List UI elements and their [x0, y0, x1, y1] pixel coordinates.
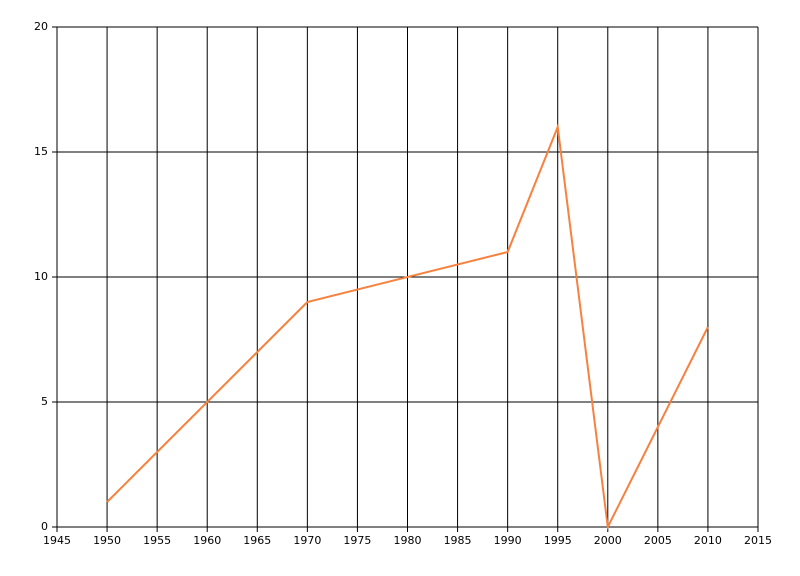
x-tick-label: 2000 — [594, 534, 622, 547]
x-tick-label: 1960 — [193, 534, 221, 547]
x-tick-label: 1950 — [93, 534, 121, 547]
y-tick-label: 0 — [41, 520, 48, 533]
x-tick-label: 1965 — [243, 534, 271, 547]
x-tick-label: 2010 — [694, 534, 722, 547]
x-tick-label: 1990 — [494, 534, 522, 547]
x-tick-label: 1970 — [293, 534, 321, 547]
x-tick-label: 2015 — [744, 534, 772, 547]
x-tick-label: 1995 — [544, 534, 572, 547]
x-tick-label: 2005 — [644, 534, 672, 547]
x-tick-label: 1975 — [343, 534, 371, 547]
y-tick-label: 15 — [34, 145, 48, 158]
x-tick-label: 1945 — [43, 534, 71, 547]
y-tick-label: 10 — [34, 270, 48, 283]
x-tick-label: 1980 — [394, 534, 422, 547]
y-tick-label: 20 — [34, 20, 48, 33]
y-tick-label: 5 — [41, 395, 48, 408]
data-line — [106, 123, 709, 531]
x-tick-label: 1955 — [143, 534, 171, 547]
x-tick-label: 1985 — [444, 534, 472, 547]
